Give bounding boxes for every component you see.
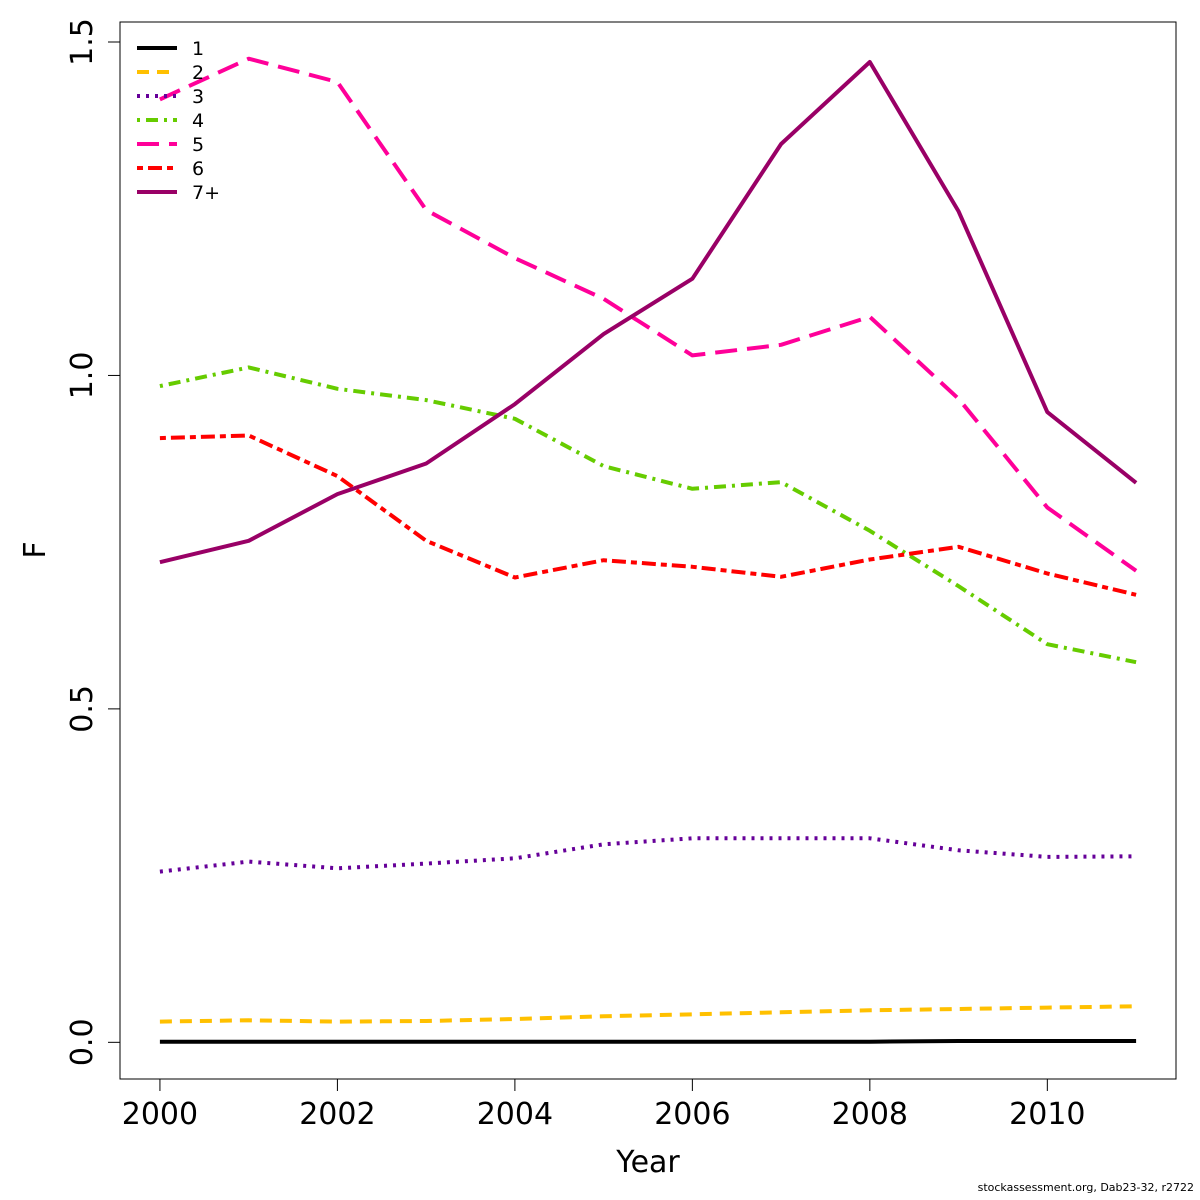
legend-label: 5 [192, 134, 204, 156]
footer-credit: stockassessment.org, Dab23-32, r2722 [977, 1181, 1194, 1194]
legend-label: 1 [192, 38, 204, 60]
y-tick-label: 1.5 [65, 18, 100, 66]
series-group [159, 56, 1138, 1044]
legend-label: 6 [192, 158, 204, 180]
series-line-6 [159, 433, 1137, 597]
y-tick-label: 1.0 [65, 352, 100, 400]
legend-label: 2 [192, 62, 204, 84]
series-line-3 [159, 836, 1137, 874]
x-tick-label: 2008 [832, 1097, 908, 1132]
y-tick-label: 0.5 [65, 685, 100, 733]
x-tick-label: 2000 [122, 1097, 198, 1132]
axes: 2000 2002 2004 2006 2008 2010 0.0 0.5 1.0 1.5 [65, 18, 1086, 1132]
legend-label: 4 [192, 110, 204, 132]
y-tick-label: 0.0 [65, 1018, 100, 1066]
legend-label: 7+ [192, 182, 220, 204]
x-tick-label: 2004 [477, 1097, 553, 1132]
x-tick-label: 2002 [299, 1097, 375, 1132]
x-tick-label: 2006 [654, 1097, 730, 1132]
y-axis-title: F [18, 541, 53, 558]
legend-label: 3 [192, 86, 204, 108]
series-line-5 [159, 56, 1138, 573]
series-line-2 [159, 1004, 1137, 1024]
series-line-4 [159, 365, 1137, 665]
x-axis-title: Year [615, 1145, 680, 1180]
series-line-7 [159, 60, 1138, 565]
series-line-1 [159, 1039, 1137, 1044]
plot-frame [119, 21, 1177, 1080]
x-tick-label: 2010 [1009, 1097, 1085, 1132]
